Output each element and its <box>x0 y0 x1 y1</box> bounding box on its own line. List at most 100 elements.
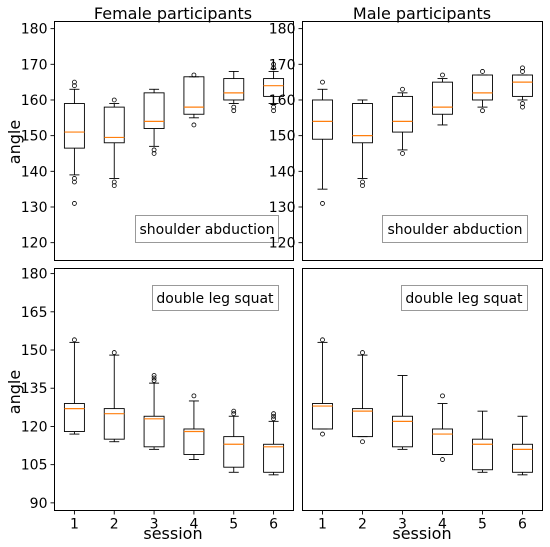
box-2 <box>352 350 373 445</box>
panel-male-shoulder-abduction: Male participants 120130140150160170180 … <box>269 4 543 261</box>
outlier-point <box>151 375 157 381</box>
x-tick-label: 6 <box>269 517 278 533</box>
y-tick-label: 120 <box>21 236 48 252</box>
panel-male-double-leg-squat: 1 2 3 4 5 6 double leg squat session <box>302 268 543 543</box>
x-tick-label: 3 <box>150 517 159 533</box>
box-4 <box>183 393 205 461</box>
outlier-point <box>271 413 276 419</box>
svg-text:shoulder abduction: shoulder abduction <box>140 222 275 238</box>
panel-title: Male participants <box>353 4 491 23</box>
outlier-point <box>231 108 237 114</box>
iqr-box <box>103 408 125 440</box>
iqr-box <box>183 428 205 455</box>
outlier-point <box>360 183 365 188</box>
y-tick-label: 140 <box>269 164 296 180</box>
iqr-box <box>352 103 373 144</box>
outlier-point <box>360 439 365 445</box>
outlier-point <box>320 79 325 85</box>
iqr-box <box>312 403 333 430</box>
outlier-point <box>72 201 77 206</box>
outlier-point <box>440 393 445 399</box>
outlier-point <box>151 373 157 378</box>
box-2 <box>103 97 125 188</box>
outlier-point <box>360 179 365 185</box>
y-tick-label: 180 <box>21 22 48 38</box>
y-axis-label: angle <box>5 370 24 414</box>
y-tick-label: 180 <box>269 22 296 38</box>
outlier-point <box>72 176 77 181</box>
svg-text:double leg squat: double leg squat <box>405 291 523 307</box>
y-tick-label: 120 <box>21 419 48 435</box>
y-tick-label: 170 <box>269 57 296 73</box>
annotation-label: shoulder abduction <box>382 215 528 243</box>
iqr-box <box>432 428 453 455</box>
y-tick-label: 160 <box>21 93 48 109</box>
outlier-point <box>520 101 525 106</box>
svg-text:shoulder abduction: shoulder abduction <box>388 222 523 238</box>
iqr-box <box>472 74 493 101</box>
iqr-box <box>432 81 453 115</box>
outlier-point <box>480 108 485 114</box>
plot-frame <box>54 268 294 511</box>
box-5 <box>223 70 245 114</box>
box-1 <box>63 79 85 206</box>
box-4 <box>432 72 453 126</box>
outlier-point <box>440 72 445 78</box>
outlier-point <box>231 408 237 414</box>
iqr-box <box>352 408 373 438</box>
iqr-box <box>143 415 165 448</box>
y-tick-label: 90 <box>30 496 48 512</box>
y-tick-label: 150 <box>269 129 296 145</box>
y-tick-label: 130 <box>269 200 296 216</box>
iqr-box <box>512 443 533 473</box>
box-3 <box>392 86 413 156</box>
outlier-point <box>440 457 445 462</box>
axis-ticks: 1 2 3 4 5 6 <box>318 510 527 533</box>
outlier-point <box>271 108 276 114</box>
y-tick-label: 160 <box>269 93 296 109</box>
box-2 <box>352 99 373 188</box>
box-5 <box>223 408 245 473</box>
box-3 <box>143 373 165 450</box>
iqr-box <box>312 99 333 140</box>
y-tick-label: 165 <box>21 305 48 321</box>
iqr-box <box>63 103 85 149</box>
outlier-point <box>480 69 485 74</box>
x-tick-label: 5 <box>478 517 487 533</box>
outlier-point <box>271 65 276 71</box>
plot-frame <box>54 21 294 261</box>
outlier-point <box>111 183 117 188</box>
box-4 <box>183 72 205 128</box>
x-axis-label: session <box>143 524 202 543</box>
x-tick-label: 3 <box>398 517 407 533</box>
x-tick-label: 1 <box>318 517 327 533</box>
outlier-point <box>72 83 77 89</box>
box-1 <box>312 337 333 437</box>
box-marks <box>63 61 285 206</box>
outlier-point <box>271 411 276 417</box>
outlier-point <box>271 104 276 110</box>
y-tick-label: 135 <box>21 381 48 397</box>
box-6 <box>263 61 285 114</box>
x-axis-label: session <box>392 524 451 543</box>
box-4 <box>432 393 453 462</box>
box-6 <box>512 65 533 110</box>
panel-female-double-leg-squat: angle 90 105 120 135 150 165 180 1 2 3 4 5 6 double … <box>5 267 294 543</box>
box-6 <box>512 415 533 476</box>
y-tick-label: 140 <box>21 164 48 180</box>
y-tick-label: 130 <box>21 200 48 216</box>
panel-female-shoulder-abduction: Female participants angle 120 130 140 150 16… <box>5 4 294 261</box>
x-tick-label: 4 <box>189 517 198 533</box>
y-tick-label: 170 <box>21 57 48 73</box>
annotation-label: double leg squat <box>152 285 279 311</box>
outlier-point <box>520 65 525 71</box>
outlier-point <box>111 350 117 355</box>
outlier-point <box>520 104 525 110</box>
box-5 <box>472 410 493 473</box>
outlier-point <box>111 97 117 103</box>
box-3 <box>143 88 165 156</box>
outlier-point <box>271 61 276 67</box>
y-tick-label: 150 <box>21 343 48 359</box>
outlier-point <box>72 79 77 85</box>
